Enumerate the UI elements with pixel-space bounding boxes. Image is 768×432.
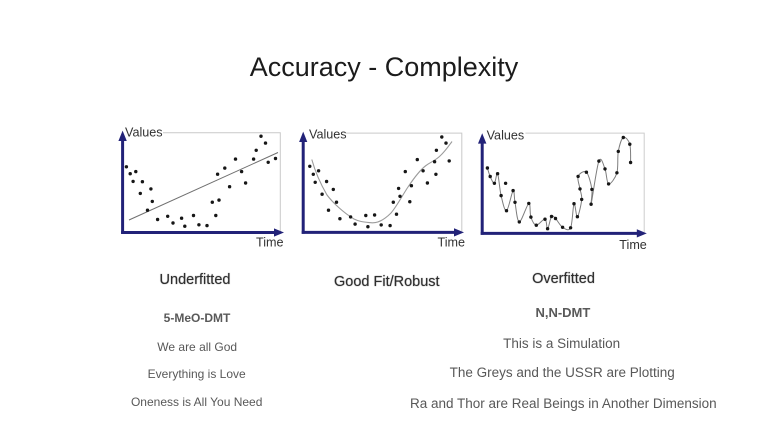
svg-text:Time: Time [438, 236, 466, 250]
svg-text:Values: Values [125, 125, 163, 139]
svg-text:Values: Values [487, 129, 525, 143]
svg-text:Time: Time [619, 238, 647, 252]
svg-text:Time: Time [256, 236, 284, 250]
svg-text:Values: Values [309, 128, 347, 142]
